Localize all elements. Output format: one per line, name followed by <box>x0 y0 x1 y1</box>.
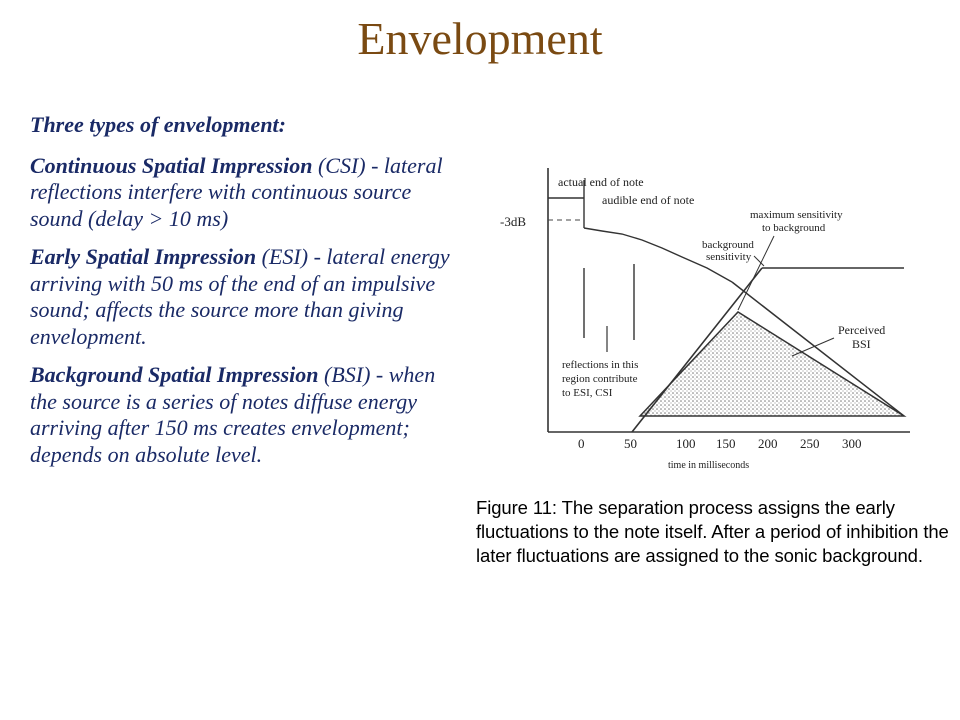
max-sens-label-1: maximum sensitivity <box>750 209 843 221</box>
item-csi-term: Continuous Spatial Impression <box>30 152 313 178</box>
bg-sens-leader <box>753 255 765 267</box>
tick-label: 200 <box>758 436 778 451</box>
tick-label: 100 <box>676 436 696 451</box>
item-csi-desc: (CSI) - lateral reflections interfere wi… <box>30 152 443 231</box>
figure-caption: Figure 11: The separation process assign… <box>476 497 949 566</box>
envelopment-text: Three types of envelopment: Continuous S… <box>30 112 466 480</box>
max-sens-label-2: to background <box>762 222 826 234</box>
decay-curve <box>583 227 733 283</box>
item-bsi-term: Background Spatial Impression <box>30 362 319 387</box>
item-bsi-desc: (BSI) - when the source is a series of n… <box>30 362 436 467</box>
intro-heading: Three types of envelopment: <box>30 112 286 137</box>
tick-label: 150 <box>716 436 736 451</box>
reflections-label-1: reflections in this <box>562 359 638 371</box>
reflections-label-3: to ESI, CSI <box>562 387 613 399</box>
perceived-label-2: BSI <box>852 337 871 351</box>
tick-label: 50 <box>624 436 637 451</box>
tick-label: 300 <box>842 436 862 451</box>
max-sens-leader <box>737 235 775 311</box>
x-axis-label: time in milliseconds <box>668 460 749 471</box>
falling-line <box>731 281 905 417</box>
item-esi-desc: (ESI) - lateral energy arriving with 50 … <box>30 244 450 349</box>
audible-end-label: audible end of note <box>602 193 694 207</box>
actual-end-label: actual end of note <box>558 175 644 189</box>
slide-title: Envelopment <box>357 13 603 64</box>
db-label: -3dB <box>500 214 526 229</box>
tick-label: 250 <box>800 436 820 451</box>
bg-sens-label-1: background <box>702 239 754 251</box>
item-csi: Continuous Spatial Impression (CSI) - la… <box>30 153 466 233</box>
item-esi: Early Spatial Impression (ESI) - lateral… <box>30 244 466 350</box>
perceived-label-1: Perceived <box>838 323 885 337</box>
envelopment-figure: 0 50 100 150 200 250 300 time in millise… <box>492 160 922 480</box>
perceived-bsi-region <box>638 311 907 417</box>
item-esi-term: Early Spatial Impression <box>30 244 257 269</box>
bg-sens-label-2: sensitivity <box>706 251 752 263</box>
perceived-leader <box>791 337 835 357</box>
tick-label: 0 <box>578 436 585 451</box>
figure-diagram: 0 50 100 150 200 250 300 time in millise… <box>500 168 910 471</box>
reflections-label-2: region contribute <box>562 373 638 385</box>
item-bsi: Background Spatial Impression (BSI) - wh… <box>30 362 466 468</box>
bg-sensitivity-rising <box>631 267 763 433</box>
